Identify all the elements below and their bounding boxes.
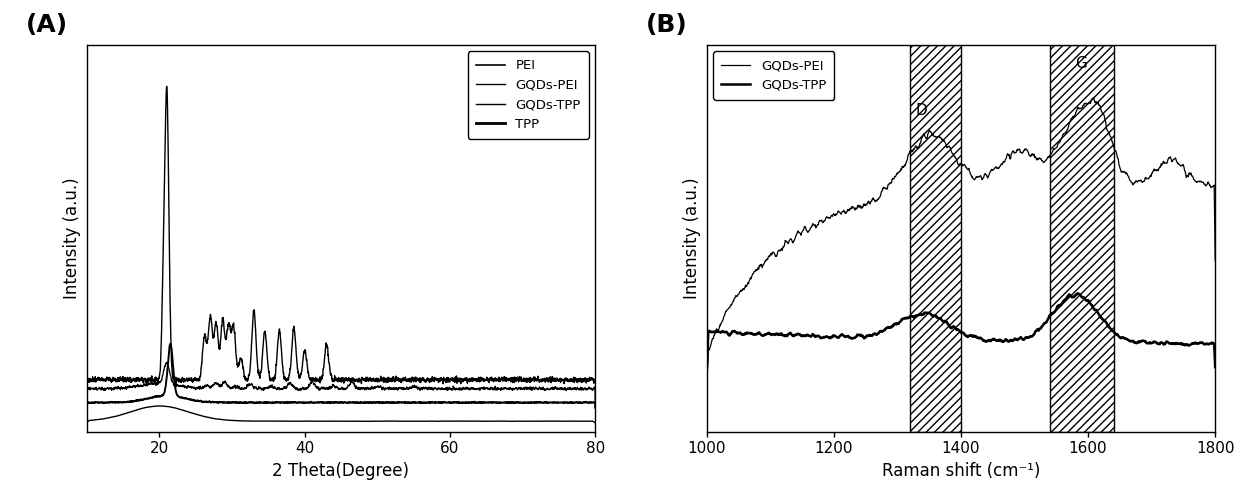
Legend: GQDs-PEI, GQDs-TPP: GQDs-PEI, GQDs-TPP (713, 51, 835, 100)
Text: D: D (915, 104, 928, 119)
X-axis label: Raman shift (cm⁻¹): Raman shift (cm⁻¹) (882, 462, 1040, 480)
Bar (910, 45, 961, 432)
Y-axis label: Intensity (a.u.): Intensity (a.u.) (683, 177, 702, 299)
Y-axis label: Intensity (a.u.): Intensity (a.u.) (63, 177, 82, 299)
X-axis label: 2 Theta(Degree): 2 Theta(Degree) (273, 462, 409, 480)
Text: (A): (A) (26, 13, 68, 37)
Legend: PEI, GQDs-PEI, GQDs-TPP, TPP: PEI, GQDs-PEI, GQDs-TPP, TPP (467, 51, 589, 139)
Bar (1050, 45, 1114, 432)
Text: (B): (B) (646, 13, 687, 37)
Text: G: G (1075, 56, 1087, 71)
